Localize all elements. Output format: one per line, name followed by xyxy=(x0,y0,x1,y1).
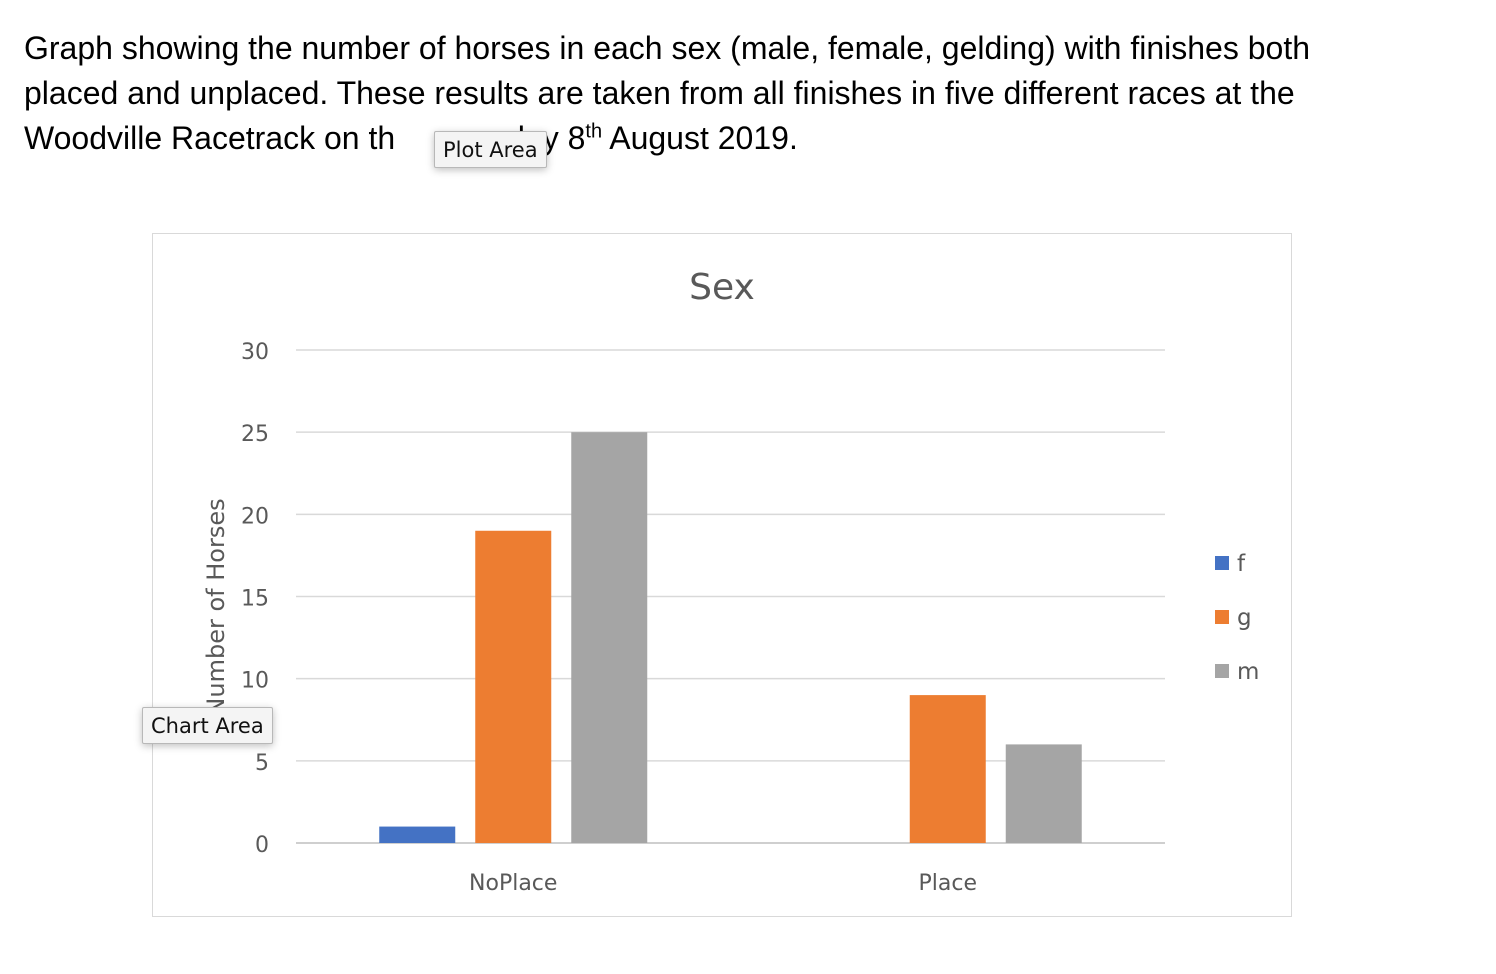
legend-label: m xyxy=(1237,659,1259,685)
legend-swatch xyxy=(1215,664,1229,678)
bar-m-place[interactable] xyxy=(1005,744,1082,843)
x-tick-label: NoPlace xyxy=(469,871,557,896)
y-tick-label: 15 xyxy=(241,587,269,612)
caption-line-2: placed and unplaced. These results are t… xyxy=(24,75,1295,111)
chart-area-tooltip: Chart Area xyxy=(142,707,273,744)
y-tick-label: 30 xyxy=(241,340,269,365)
chart-svg[interactable]: Sex Number of Horses 0 5 10 15 20 25 30 NoPlac… xyxy=(153,234,1293,918)
x-tick-label: Place xyxy=(919,871,978,896)
caption-line-3: Woodville Racetrack on thday 8th August … xyxy=(24,116,1464,161)
legend[interactable]: f g m xyxy=(1215,551,1259,685)
legend-item-g[interactable]: g xyxy=(1215,605,1252,631)
bar-f-noplace[interactable] xyxy=(379,826,456,843)
y-tick-label: 10 xyxy=(241,669,269,694)
y-tick-label: 20 xyxy=(241,504,269,529)
chart-title: Sex xyxy=(689,267,755,308)
legend-item-f[interactable]: f xyxy=(1215,551,1246,577)
bar-m-noplace[interactable] xyxy=(571,432,648,843)
bar-g-place[interactable] xyxy=(909,695,986,843)
caption-superscript: th xyxy=(585,120,603,143)
caption-line-3-end: August 2019. xyxy=(602,120,798,156)
legend-label: f xyxy=(1237,551,1246,577)
figure-caption: Graph showing the number of horses in ea… xyxy=(24,26,1464,161)
y-axis-ticks: 0 5 10 15 20 25 30 xyxy=(241,340,269,858)
legend-swatch xyxy=(1215,610,1229,624)
y-tick-label: 25 xyxy=(241,422,269,447)
legend-item-m[interactable]: m xyxy=(1215,659,1259,685)
plot-area-tooltip: Plot Area xyxy=(434,131,547,168)
caption-line-1: Graph showing the number of horses in ea… xyxy=(24,30,1311,66)
y-tick-label: 5 xyxy=(255,751,269,776)
plot-area[interactable] xyxy=(379,432,1082,843)
legend-swatch xyxy=(1215,556,1229,570)
legend-label: g xyxy=(1237,605,1252,631)
x-axis-ticks: NoPlace Place xyxy=(469,871,977,896)
caption-line-3-start: Woodville Racetrack on th xyxy=(24,120,396,156)
chart-area[interactable]: Sex Number of Horses 0 5 10 15 20 25 30 NoPlac… xyxy=(152,233,1292,917)
y-tick-label: 0 xyxy=(255,833,269,858)
bar-g-noplace[interactable] xyxy=(475,530,552,843)
y-axis-label: Number of Horses xyxy=(202,498,230,715)
